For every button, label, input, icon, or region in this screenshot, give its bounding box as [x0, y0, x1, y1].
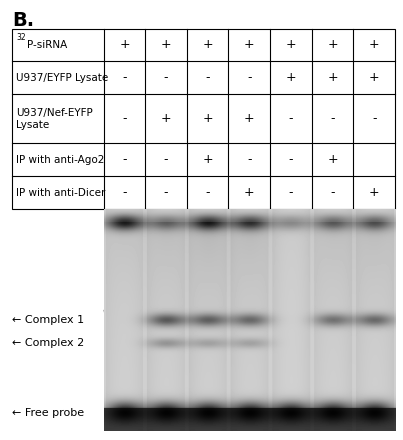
Text: +: + — [327, 153, 338, 166]
Text: -: - — [122, 71, 127, 84]
Text: +: + — [369, 71, 380, 84]
Text: -: - — [330, 186, 335, 199]
Text: +: + — [327, 38, 338, 51]
Text: +: + — [244, 38, 255, 51]
Text: +: + — [202, 153, 213, 166]
Text: -: - — [330, 112, 335, 125]
Text: +: + — [286, 38, 296, 51]
Text: +: + — [244, 186, 255, 199]
Text: -: - — [164, 186, 168, 199]
Text: +: + — [202, 112, 213, 125]
Text: ← Complex 2: ← Complex 2 — [12, 338, 84, 348]
Text: -: - — [122, 112, 127, 125]
Text: -: - — [247, 153, 251, 166]
Text: 32: 32 — [16, 33, 26, 42]
Text: -: - — [289, 112, 293, 125]
Text: ← Complex 1: ← Complex 1 — [12, 315, 84, 325]
FancyBboxPatch shape — [12, 29, 395, 209]
Text: +: + — [244, 112, 255, 125]
Text: -: - — [164, 153, 168, 166]
Text: -: - — [289, 153, 293, 166]
Text: IP with anti-Ago2: IP with anti-Ago2 — [16, 155, 104, 165]
Text: +: + — [161, 112, 171, 125]
Text: -: - — [372, 112, 376, 125]
Text: -: - — [122, 186, 127, 199]
Text: +: + — [369, 38, 380, 51]
Text: +: + — [119, 38, 130, 51]
Text: -: - — [206, 186, 210, 199]
Text: +: + — [286, 71, 296, 84]
Text: IP with anti-Dicer: IP with anti-Dicer — [16, 187, 106, 198]
Text: +: + — [161, 38, 171, 51]
Text: U937/EYFP Lysate: U937/EYFP Lysate — [16, 73, 108, 83]
Text: -: - — [247, 71, 251, 84]
Text: U937/Nef-EYFP
Lysate: U937/Nef-EYFP Lysate — [16, 108, 93, 130]
Text: +: + — [202, 38, 213, 51]
Text: -: - — [122, 153, 127, 166]
Text: -: - — [206, 71, 210, 84]
Text: ← Free probe: ← Free probe — [12, 408, 84, 418]
Text: P-siRNA: P-siRNA — [27, 40, 68, 50]
Text: +: + — [369, 186, 380, 199]
Text: +: + — [327, 71, 338, 84]
Text: -: - — [289, 186, 293, 199]
Text: B.: B. — [12, 11, 34, 30]
Text: -: - — [164, 71, 168, 84]
